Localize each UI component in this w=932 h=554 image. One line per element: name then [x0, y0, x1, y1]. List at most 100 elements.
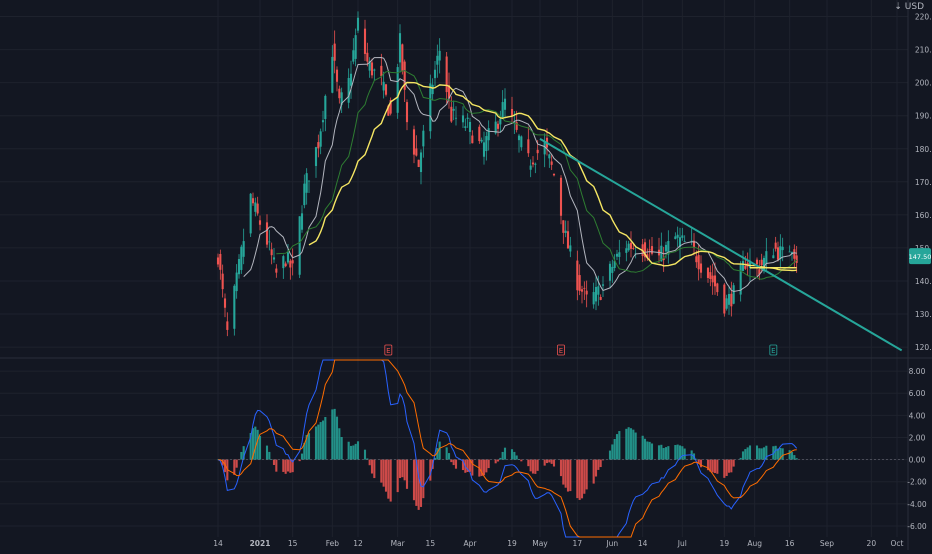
- candle-body: [727, 293, 731, 305]
- macd-histogram-bar: [643, 438, 647, 460]
- macd-tick-label: 8.00: [909, 367, 926, 376]
- candle-body: [242, 241, 245, 257]
- macd-histogram-bar: [405, 459, 409, 489]
- candle-body: [464, 126, 467, 128]
- candle-body: [466, 117, 469, 119]
- macd-tick-label: 0.00: [909, 456, 926, 465]
- macd-histogram-bar: [732, 459, 735, 467]
- macd-histogram-bar: [601, 459, 605, 461]
- x-tick-label: 14: [213, 539, 223, 548]
- x-tick-label: 16: [785, 539, 795, 548]
- candle-body: [564, 230, 567, 233]
- macd-histogram-bar: [723, 459, 726, 478]
- candle-body: [683, 241, 686, 242]
- y-tick-label: 170.00: [915, 178, 932, 187]
- macd-histogram-bar: [550, 459, 553, 464]
- macd-histogram-bar: [676, 444, 679, 460]
- candle-body: [699, 263, 703, 273]
- candle-body: [559, 177, 563, 216]
- candle-body: [368, 61, 371, 71]
- macd-pane[interactable]: [216, 359, 904, 538]
- candle-body: [314, 147, 318, 167]
- candle-body: [254, 202, 257, 212]
- macd-histogram-bar: [760, 448, 763, 460]
- sma_slow-line: [308, 81, 797, 272]
- candle-body: [725, 298, 728, 309]
- candle-body: [403, 61, 406, 90]
- candle-body: [529, 165, 532, 170]
- candle-body: [697, 255, 700, 270]
- earnings-marker[interactable]: E: [557, 344, 565, 356]
- macd-histogram-bar: [433, 457, 437, 460]
- candle-body: [286, 252, 290, 263]
- candle-body: [303, 183, 306, 206]
- candle-body: [429, 83, 432, 132]
- macd-histogram-bar: [632, 429, 635, 460]
- macd-histogram-bar: [331, 409, 334, 460]
- macd-histogram-bar: [396, 459, 399, 493]
- macd-histogram-bar: [298, 459, 301, 462]
- candle-body: [240, 246, 243, 270]
- candle-body: [373, 69, 376, 71]
- macd-histogram-bar: [494, 459, 497, 464]
- candle-body: [300, 213, 304, 230]
- macd-histogram-bar: [681, 446, 684, 460]
- x-tick-label: 15: [426, 539, 436, 548]
- macd-histogram-bar: [793, 455, 796, 460]
- earnings-marker[interactable]: E: [769, 344, 778, 356]
- candle-body: [335, 69, 339, 82]
- macd-histogram-bar: [265, 445, 269, 460]
- candle-body: [352, 50, 355, 62]
- candle-body: [795, 255, 798, 263]
- candle-body: [566, 231, 570, 249]
- macd-histogram-bar: [401, 459, 404, 478]
- candle-body: [251, 198, 255, 204]
- macd-histogram-bar: [240, 451, 243, 460]
- candle-body: [690, 240, 693, 242]
- candle-body: [788, 251, 791, 253]
- candle-body: [307, 180, 311, 182]
- candle-body: [233, 285, 236, 329]
- candle-body: [265, 222, 269, 245]
- macd-line: [217, 359, 798, 538]
- candle-body: [758, 269, 761, 275]
- x-tick-label: Oct: [891, 539, 904, 548]
- macd-histogram-bar: [254, 426, 257, 460]
- macd-histogram-bar: [268, 451, 271, 460]
- macd-histogram-bar: [762, 447, 766, 460]
- macd-histogram-bar: [412, 459, 416, 501]
- earnings-marker[interactable]: E: [384, 344, 393, 356]
- y-tick-label: 190.00: [915, 112, 932, 121]
- macd-histogram-bar: [527, 459, 530, 467]
- candle-body: [552, 174, 556, 176]
- macd-histogram-bar: [335, 416, 339, 460]
- macd-histogram-bar: [660, 444, 663, 460]
- currency-icon: ⇣: [894, 2, 902, 12]
- macd-histogram-bar: [634, 432, 637, 460]
- macd-histogram-bar: [417, 459, 420, 510]
- candle-body: [692, 240, 696, 248]
- macd-histogram-bar: [452, 459, 455, 466]
- candle-body: [249, 193, 252, 234]
- candle-body: [389, 100, 392, 114]
- macd-histogram-bar: [548, 459, 551, 463]
- macd-histogram-bar: [758, 448, 761, 460]
- candle-body: [415, 148, 418, 156]
- macd-histogram-bar: [468, 459, 472, 472]
- candle-body: [765, 251, 768, 264]
- x-tick-label: May: [532, 539, 548, 548]
- candle-body: [739, 264, 742, 295]
- macd-histogram-bar: [552, 459, 556, 467]
- candle-body: [384, 84, 388, 95]
- macd-histogram-bar: [324, 417, 327, 460]
- macd-histogram-bar: [415, 459, 418, 506]
- candle-body: [494, 121, 497, 134]
- macd-histogram-bar: [503, 447, 507, 460]
- macd-histogram-bar: [746, 447, 749, 460]
- macd-histogram-bar: [569, 459, 572, 492]
- macd-histogram-bar: [305, 435, 308, 460]
- macd-histogram-bar: [562, 459, 565, 485]
